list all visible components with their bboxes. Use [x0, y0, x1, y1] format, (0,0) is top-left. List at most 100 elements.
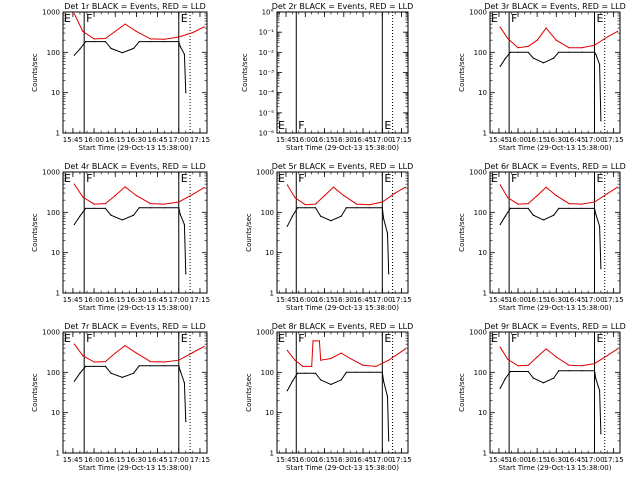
x-tick-label: 16:45 [353, 136, 373, 144]
data-point-events [368, 207, 371, 209]
x-tick-label: 15:45 [489, 136, 509, 144]
data-point-lld [606, 36, 608, 38]
data-point-events [178, 41, 180, 43]
data-point-events [73, 223, 75, 226]
y-tick-label: 10 [51, 249, 60, 257]
y-tick-label: 100 [47, 49, 60, 57]
data-point-events [553, 57, 555, 59]
data-point-lld [178, 359, 180, 361]
plot-frame [489, 331, 621, 454]
panel-title: Det 7r BLACK = Events, RED = LLD [64, 322, 206, 331]
x-tick-label: 17:15 [391, 136, 411, 144]
x-tick-label: 16:15 [314, 456, 334, 464]
data-point-lld [606, 355, 608, 357]
data-point-events [345, 371, 347, 373]
series-line-lld [286, 340, 406, 367]
data-point-lld [394, 192, 396, 194]
data-point-lld [568, 364, 570, 366]
panel-det-7: Det 7r BLACK = Events, RED = LLD 1 10 100 10… [31, 322, 210, 472]
x-tick-label: 16:45 [565, 136, 585, 144]
marker-label-e: E [597, 12, 604, 25]
data-point-lld [375, 365, 377, 367]
data-point-lld [368, 204, 371, 206]
data-point-events [356, 371, 358, 373]
panel-det-3: Det 3r BLACK = Events, RED = LLD 1 10 100 10… [458, 2, 626, 152]
data-point-events [532, 57, 534, 59]
y-tick-label: 10⁻⁶ [259, 130, 275, 138]
y-tick-label: 1000 [469, 329, 487, 337]
plot-frame [62, 331, 208, 454]
data-point-lld [499, 346, 501, 348]
data-point-lld [203, 187, 205, 189]
x-tick-label: 16:00 [84, 136, 104, 144]
marker-label-e: E [597, 332, 604, 345]
data-point-events [185, 92, 187, 94]
data-point-lld [114, 30, 116, 32]
data-point-lld [606, 193, 608, 195]
y-tick-label: 1 [483, 130, 487, 138]
data-point-events [183, 53, 185, 55]
data-point-events [93, 207, 95, 209]
y-tick-label: 100 [474, 369, 487, 377]
x-tick-label: 17:15 [190, 456, 210, 464]
y-tick-label: 10⁻⁴ [259, 89, 275, 97]
data-point-events [542, 382, 545, 384]
data-point-events [499, 65, 501, 67]
data-point-lld [82, 196, 84, 198]
data-point-lld [149, 38, 152, 40]
y-tick-label: 10⁻⁵ [259, 109, 275, 117]
data-point-events [568, 370, 570, 372]
data-point-lld [104, 37, 106, 40]
y-tick-label: 10⁻¹ [259, 29, 275, 37]
data-point-events [499, 387, 501, 389]
data-point-events [532, 214, 534, 216]
x-tick-label: 16:00 [508, 456, 528, 464]
x-tick-label: 16:45 [565, 296, 585, 304]
data-point-lld [82, 30, 84, 32]
data-point-events [149, 41, 152, 43]
data-point-lld [343, 195, 345, 197]
data-point-events [340, 379, 342, 381]
data-point-events [314, 372, 317, 374]
y-axis-label: Counts/sec [245, 373, 253, 412]
data-point-events [595, 213, 597, 215]
x-tick-label: 16:15 [527, 136, 547, 144]
y-axis-label: Counts/sec [458, 373, 466, 412]
x-tick-label: 17:15 [391, 296, 411, 304]
y-tick-label: 1 [483, 450, 487, 458]
marker-label-e-left: E [278, 172, 285, 185]
plot-frame [62, 11, 208, 134]
data-point-events [542, 62, 545, 64]
data-point-lld [304, 204, 306, 206]
data-point-lld [555, 195, 557, 197]
data-point-lld [135, 30, 137, 32]
data-point-events [164, 365, 166, 367]
data-point-lld [616, 348, 619, 350]
data-point-lld [536, 356, 538, 358]
data-point-events [356, 207, 358, 209]
data-point-events [504, 378, 506, 380]
x-tick-label: 17:00 [584, 296, 604, 304]
series-line-lld [73, 13, 205, 40]
data-point-lld [164, 203, 166, 205]
marker-label-e: E [181, 332, 188, 345]
data-point-events [149, 207, 152, 209]
x-tick-label: 16:30 [546, 456, 566, 464]
data-point-lld [356, 203, 358, 205]
series-line-events [286, 371, 390, 441]
panel-det-2: Det 2r BLACK = Events, RED = LLD 10⁻⁶ 10⁻⁵… [241, 2, 413, 152]
data-point-events [517, 51, 519, 53]
panel-det-5: Det 5r BLACK = Events, RED = LLD 1 10 100 10… [245, 162, 413, 312]
data-point-lld [507, 37, 509, 40]
data-point-lld [581, 365, 583, 367]
x-axis-label: Start Time (29-Oct-13 15:38:00) [499, 144, 612, 152]
x-tick-label: 15:45 [276, 136, 296, 144]
x-tick-label: 16:00 [84, 456, 104, 464]
y-tick-label: 100 [47, 209, 60, 217]
data-point-events [527, 207, 529, 209]
marker-label-e: E [384, 119, 391, 132]
y-tick-label: 1000 [42, 9, 60, 17]
y-tick-label: 10 [478, 409, 487, 417]
x-tick-label: 16:30 [546, 296, 566, 304]
x-tick-label: 16:30 [126, 136, 146, 144]
